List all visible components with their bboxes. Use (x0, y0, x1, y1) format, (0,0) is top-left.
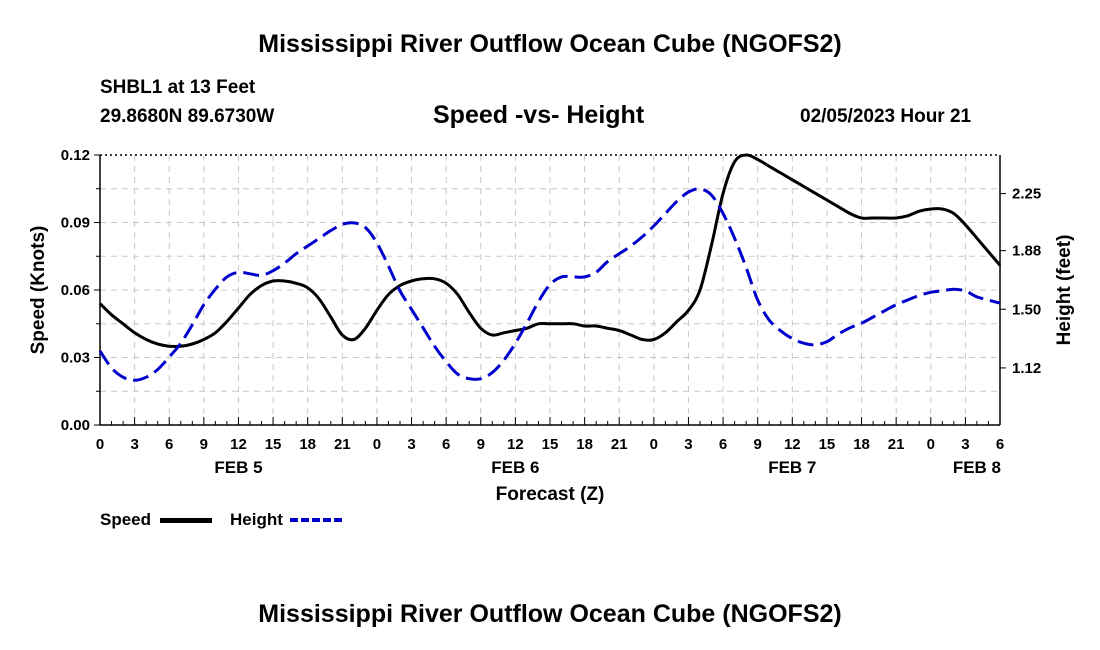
x-tick-label: 21 (334, 436, 351, 453)
y-tick-label: 0.12 (61, 147, 90, 164)
y-tick-label: 0.06 (61, 282, 90, 299)
y2-tick-label: 1.12 (1012, 360, 1041, 377)
y-axis-title: Speed (Knots) (28, 226, 49, 355)
x-tick-label: 18 (299, 436, 316, 453)
x-tick-label: 18 (853, 436, 870, 453)
footer-title: Mississippi River Outflow Ocean Cube (NG… (258, 600, 842, 628)
legend-height-label: Height (230, 510, 283, 529)
y2-tick-label: 1.50 (1012, 301, 1041, 318)
x-tick-label: 21 (888, 436, 905, 453)
legend-speed-label: Speed (100, 510, 152, 529)
x-tick-label: 9 (200, 436, 208, 453)
x-tick-label: 3 (130, 436, 138, 453)
x-tick-label: 12 (784, 436, 801, 453)
y-tick-label: 0.00 (61, 417, 90, 434)
y2-axis-title: Height (feet) (1054, 235, 1075, 346)
chart-subtitle: Speed -vs- Height (433, 101, 645, 129)
x-tick-label: 21 (611, 436, 628, 453)
x-tick-label: 0 (927, 436, 935, 453)
x-tick-label: 12 (507, 436, 524, 453)
y-tick-label: 0.03 (61, 350, 90, 367)
day-label: FEB 5 (214, 458, 262, 477)
station-label: SHBL1 at 13 Feet (100, 77, 256, 98)
x-tick-label: 0 (373, 436, 381, 453)
x-tick-label: 18 (576, 436, 593, 453)
x-tick-label: 15 (542, 436, 559, 453)
legend-speed-swatch (160, 518, 212, 523)
x-tick-label: 15 (819, 436, 836, 453)
x-tick-label: 6 (165, 436, 173, 453)
x-tick-label: 9 (754, 436, 762, 453)
day-label: FEB 7 (768, 458, 816, 477)
x-tick-label: 15 (265, 436, 282, 453)
coordinates-label: 29.8680N 89.6730W (100, 106, 275, 127)
y2-tick-label: 1.88 (1012, 243, 1041, 260)
x-tick-label: 0 (650, 436, 658, 453)
x-tick-label: 0 (96, 436, 104, 453)
y-tick-label: 0.09 (61, 215, 90, 232)
x-tick-label: 6 (996, 436, 1004, 453)
day-label: FEB 6 (491, 458, 539, 477)
chart-title: Mississippi River Outflow Ocean Cube (NG… (258, 30, 842, 58)
datetime-label: 02/05/2023 Hour 21 (800, 106, 972, 127)
x-tick-label: 3 (961, 436, 969, 453)
x-tick-label: 3 (684, 436, 692, 453)
legend-height-swatch (290, 518, 342, 522)
height-series-line (98, 187, 1001, 382)
x-axis-title: Forecast (Z) (496, 484, 605, 505)
x-tick-label: 9 (477, 436, 485, 453)
x-tick-label: 12 (230, 436, 247, 453)
x-tick-label: 3 (407, 436, 415, 453)
day-label: FEB 8 (953, 458, 1001, 477)
x-tick-label: 6 (719, 436, 727, 453)
x-tick-label: 6 (442, 436, 450, 453)
speed-series-line (98, 153, 1002, 349)
y2-tick-label: 2.25 (1012, 186, 1041, 203)
